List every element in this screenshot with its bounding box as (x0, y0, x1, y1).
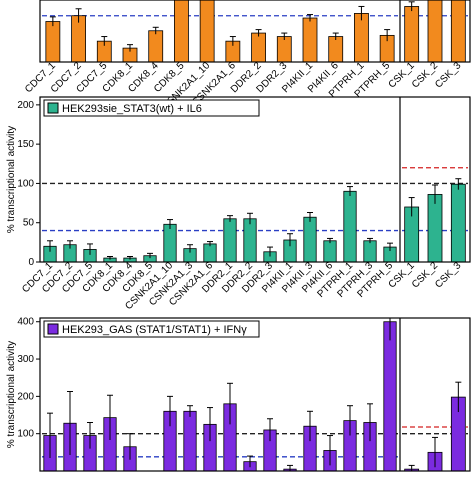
bar (243, 218, 257, 262)
bar (363, 240, 377, 262)
y-tick-label: 150 (17, 139, 34, 150)
bar (302, 17, 318, 62)
y-tick-label: 100 (17, 178, 34, 189)
bar (427, 0, 443, 62)
legend-box (43, 320, 260, 338)
bar (45, 21, 61, 62)
bar (354, 12, 369, 62)
bar (343, 190, 357, 262)
panel-plot (42, 167, 468, 262)
y-tick-label: 100 (17, 429, 34, 440)
plot-frame (39, 0, 471, 63)
y-tick-label: 0 (28, 257, 34, 268)
bar (148, 30, 164, 62)
y-tick-label: 50 (23, 218, 35, 229)
legend-swatch (47, 102, 59, 114)
legend-box (43, 99, 260, 117)
panel-plot (42, 0, 468, 62)
y-axis-label: % transcriptional activity (6, 126, 17, 233)
y-tick-label: 400 (17, 317, 34, 328)
bar (404, 6, 420, 62)
y-axis-label: % transcriptional activity (6, 341, 17, 448)
bar (383, 321, 397, 472)
legend-swatch (47, 323, 59, 335)
x-tick-label: CSK_3 (433, 260, 463, 290)
y-tick-label: 200 (17, 100, 34, 111)
plot-frame (39, 96, 471, 263)
bar (323, 240, 337, 262)
bar (174, 0, 189, 62)
bar (199, 0, 215, 62)
bar (450, 0, 466, 62)
bar (223, 218, 237, 262)
bar (251, 32, 266, 62)
legend-label: HEK293_GAS (STAT1/STAT1) + IFNγ (62, 324, 247, 336)
bar (450, 183, 466, 262)
bar (203, 243, 217, 262)
plot-frame (39, 317, 471, 472)
legend-label: HEK293sie_STAT3(wt) + IL6 (62, 103, 202, 115)
y-tick-label: 300 (17, 354, 34, 365)
x-tick-label: CSK_3 (433, 60, 463, 90)
bar (183, 410, 197, 472)
y-tick-label: 200 (17, 391, 34, 402)
bar (276, 36, 292, 62)
bar (303, 216, 317, 262)
bar (328, 36, 344, 62)
bar (163, 223, 177, 262)
bar (427, 194, 443, 262)
